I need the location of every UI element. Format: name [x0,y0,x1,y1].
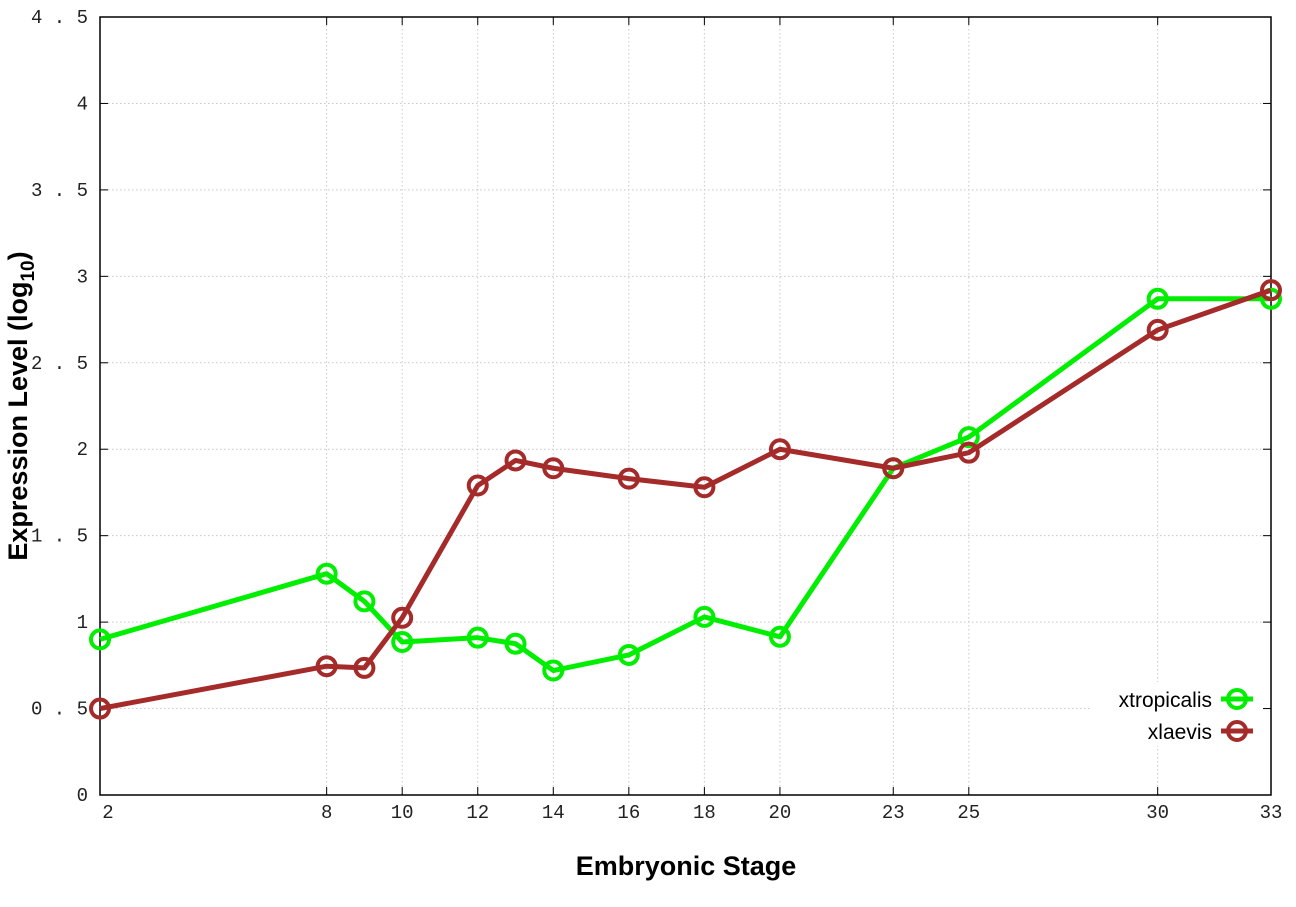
x-tick-label: 14 [542,802,565,824]
data-point-xtropicalis [957,426,980,449]
data-point-xtropicalis [1260,287,1282,310]
data-point-xtropicalis [391,630,414,653]
data-point-xtropicalis [768,625,791,648]
y-axis-label: Expression Level (log10) [3,251,39,560]
y-tick-label: 0 . 5 [31,699,88,721]
data-point-xtropicalis [353,590,376,613]
plot-frame [99,16,1272,796]
x-tick-label: 23 [882,802,905,824]
data-point-xlaevis [882,457,905,480]
x-axis-label: Embryonic Stage [576,851,797,881]
data-point-xtropicalis [315,562,338,585]
series-line-xlaevis [99,287,1272,712]
y-axis-label-main: Expression Level (log [3,282,33,561]
x-tick-label: 12 [466,802,489,824]
data-point-xtropicalis [693,605,716,628]
data-point-xtropicalis [542,659,565,682]
y-tick-label: 2 . 5 [31,353,88,375]
legend-label-xlaevis: xlaevis [1148,721,1212,744]
data-point-xtropicalis [89,628,111,651]
data-point-xlaevis [1146,318,1169,341]
legend: xtropicalis xlaevis [1119,688,1253,744]
x-tick-label: 8 [321,802,332,824]
y-tick-label: 3 [77,266,88,288]
data-point-xlaevis [542,457,565,480]
y-tick-label: 4 . 5 [31,7,88,29]
legend-marker-xtropicalis [1226,688,1248,710]
y-tick-label: 1 . 5 [31,526,88,548]
x-tick-label: 10 [391,802,414,824]
data-point-xtropicalis [504,632,527,655]
data-point-xtropicalis [617,643,640,666]
grid [100,17,1271,795]
y-tick-label: 2 [77,439,88,461]
y-tick-label: 4 [77,93,88,115]
data-point-xlaevis [957,441,980,464]
y-tick-label: 0 [77,785,88,807]
data-point-xlaevis [504,449,527,472]
x-tick-label: 2 [102,802,113,824]
data-point-xlaevis [466,474,489,497]
data-point-xlaevis [617,467,640,490]
data-point-xlaevis [89,697,111,720]
x-tick-label: 20 [769,802,792,824]
x-tick-label: 16 [617,802,640,824]
y-tick-label: 1 [77,612,88,634]
data-point-xlaevis [353,656,376,679]
legend-label-xtropicalis: xtropicalis [1119,689,1212,712]
x-tick-label: 25 [957,802,980,824]
data-point-xlaevis [391,606,414,629]
x-tick-label: 33 [1260,802,1283,824]
x-tick-label: 30 [1146,802,1169,824]
series-xlaevis [89,279,1282,720]
data-point-xlaevis [768,438,791,461]
ticks: 0 0 . 5 1 1 . 5 2 2 . 5 3 3 . 5 4 4 . 5 2 8 10 12 14 16… [31,7,1282,824]
y-axis-label-subscript: 10 [18,260,39,281]
data-point-xlaevis [693,476,716,499]
data-point-xlaevis [1260,279,1282,302]
x-tick-label: 18 [693,802,716,824]
y-axis-label-close: ) [3,251,33,260]
legend-marker-xlaevis [1226,720,1248,742]
data-point-xtropicalis [466,626,489,649]
legend-background [1092,682,1268,746]
y-tick-label: 3 . 5 [31,180,88,202]
data-point-xtropicalis [1146,287,1169,310]
data-point-xlaevis [315,655,338,678]
series-layer [89,279,1282,720]
series-xtropicalis [89,287,1282,682]
